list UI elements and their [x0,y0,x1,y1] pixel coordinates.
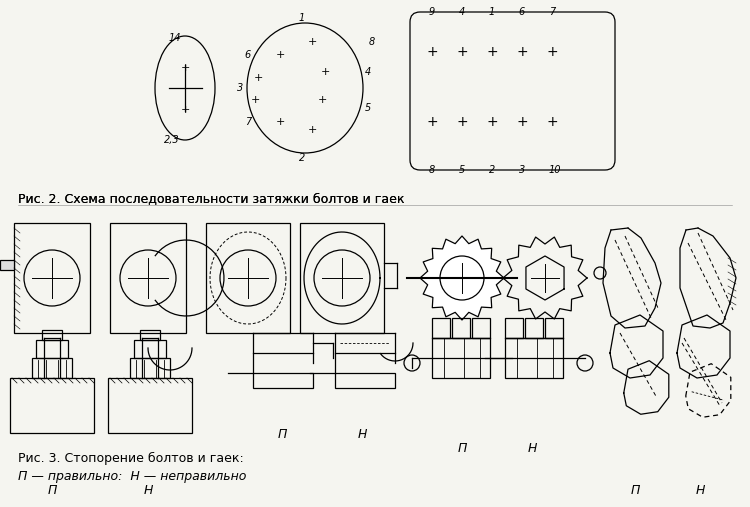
Text: 3: 3 [237,83,243,93]
Text: 6: 6 [244,50,251,60]
Text: П — правильно:  Н — неправильно: П — правильно: Н — неправильно [18,470,246,483]
Text: П: П [47,484,57,496]
Text: Н: Н [695,484,705,496]
Text: 2: 2 [489,165,495,175]
Text: 2: 2 [298,153,305,163]
Text: 10: 10 [549,165,561,175]
Text: 2,3: 2,3 [164,135,180,145]
Text: +: + [308,37,316,47]
Text: П: П [278,428,286,442]
Text: +: + [486,115,498,129]
Text: +: + [456,115,468,129]
Text: 5: 5 [364,103,371,113]
Text: +: + [456,45,468,59]
Polygon shape [420,236,504,320]
Text: П: П [458,442,466,454]
Text: 4: 4 [364,67,371,77]
Text: +: + [426,45,438,59]
Text: 8: 8 [369,37,375,47]
Text: +: + [275,117,285,127]
Text: +: + [180,63,190,73]
Text: +: + [546,45,558,59]
Polygon shape [0,260,14,270]
Text: +: + [516,45,528,59]
Text: Рис. 2. Схема последовательности затяжки болтов и гаек: Рис. 2. Схема последовательности затяжки… [18,192,404,205]
Text: Н: Н [527,442,537,454]
Text: Рис. 3. Стопорение болтов и гаек:: Рис. 3. Стопорение болтов и гаек: [18,452,244,465]
Text: 5: 5 [459,165,465,175]
Text: 14: 14 [169,33,182,43]
Text: П: П [630,484,640,496]
Text: 4: 4 [459,7,465,17]
Text: 7: 7 [244,117,251,127]
Text: +: + [516,115,528,129]
Text: +: + [546,115,558,129]
Text: 1: 1 [489,7,495,17]
Text: Рис. 2. Схема последовательности затяжки болтов и гаек: Рис. 2. Схема последовательности затяжки… [18,192,404,205]
Text: 7: 7 [549,7,555,17]
Text: +: + [486,45,498,59]
Text: 3: 3 [519,165,525,175]
Text: 6: 6 [519,7,525,17]
Text: +: + [251,95,260,105]
Text: +: + [320,67,330,77]
Text: Н: Н [357,428,367,442]
Text: 1: 1 [298,13,305,23]
Text: 9: 9 [429,7,435,17]
Text: +: + [308,125,316,135]
Text: Н: Н [143,484,153,496]
Text: +: + [317,95,327,105]
Text: +: + [426,115,438,129]
Text: +: + [254,73,262,83]
Text: +: + [180,105,190,115]
Text: +: + [275,50,285,60]
Text: 8: 8 [429,165,435,175]
